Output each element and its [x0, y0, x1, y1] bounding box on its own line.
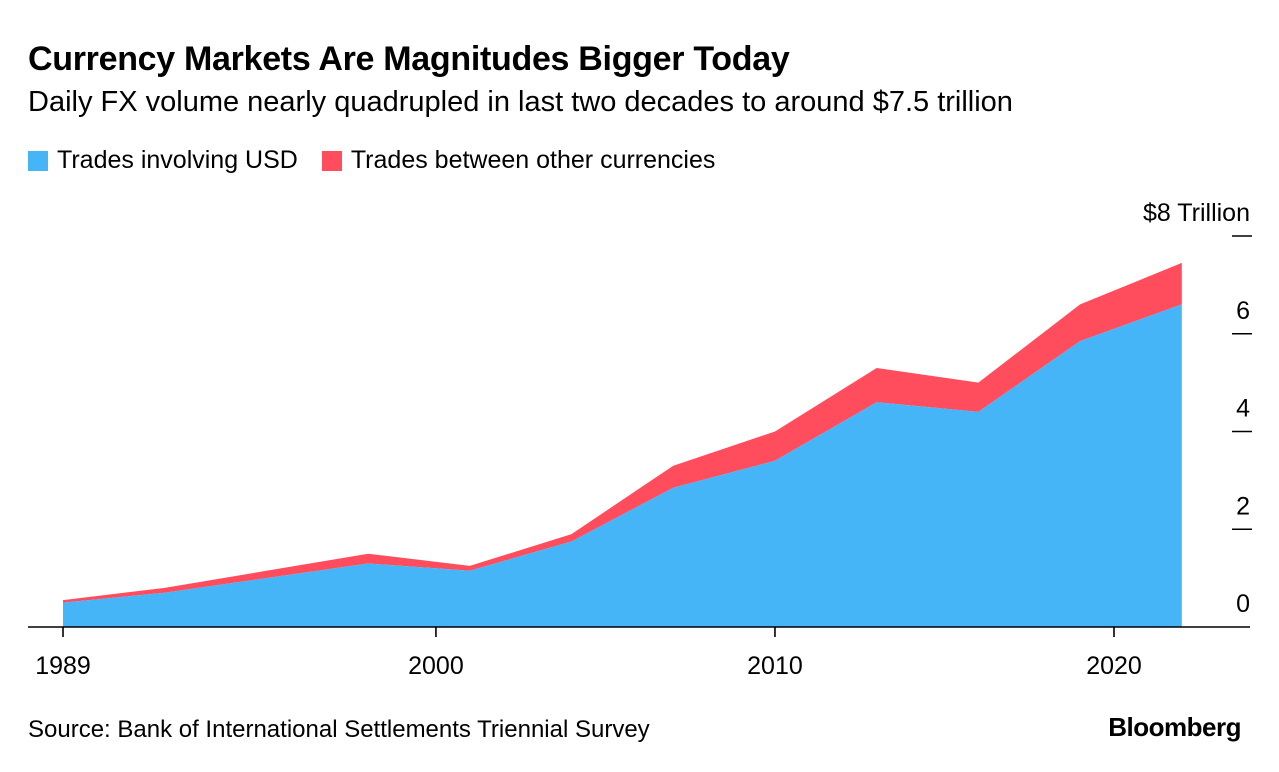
legend-label-usd: Trades involving USD [57, 146, 298, 174]
chart-legend: Trades involving USD Trades between othe… [28, 146, 739, 175]
x-axis: 1989 2000 2010 2020 [28, 626, 1250, 680]
y-tick-label: 6 [1236, 297, 1250, 325]
chart-areas [63, 262, 1182, 627]
legend-swatch-usd [28, 150, 48, 171]
source-note: Source: Bank of International Settlement… [28, 716, 650, 743]
chart-title: Currency Markets Are Magnitudes Bigger T… [28, 40, 790, 78]
y-tick-label: 4 [1236, 395, 1250, 423]
legend-label-other: Trades between other currencies [350, 146, 716, 174]
x-tick-label: 1989 [35, 652, 91, 680]
x-tick-label: 2020 [1086, 652, 1142, 680]
bloomberg-logo: Bloomberg [1108, 712, 1241, 742]
y-axis: 0 2 4 6 $8 Trillion [1143, 199, 1252, 618]
y-tick-label: 2 [1236, 492, 1250, 520]
area-series-usd [63, 304, 1182, 627]
y-tick-label: 0 [1236, 590, 1250, 618]
y-tick-label: $8 Trillion [1143, 199, 1250, 227]
x-tick-label: 2010 [747, 652, 803, 680]
legend-item-usd: Trades involving USD [28, 146, 298, 175]
x-tick-label: 2000 [408, 652, 464, 680]
chart-subtitle: Daily FX volume nearly quadrupled in las… [28, 86, 1013, 118]
legend-item-other: Trades between other currencies [321, 146, 716, 175]
legend-swatch-other [321, 150, 342, 171]
